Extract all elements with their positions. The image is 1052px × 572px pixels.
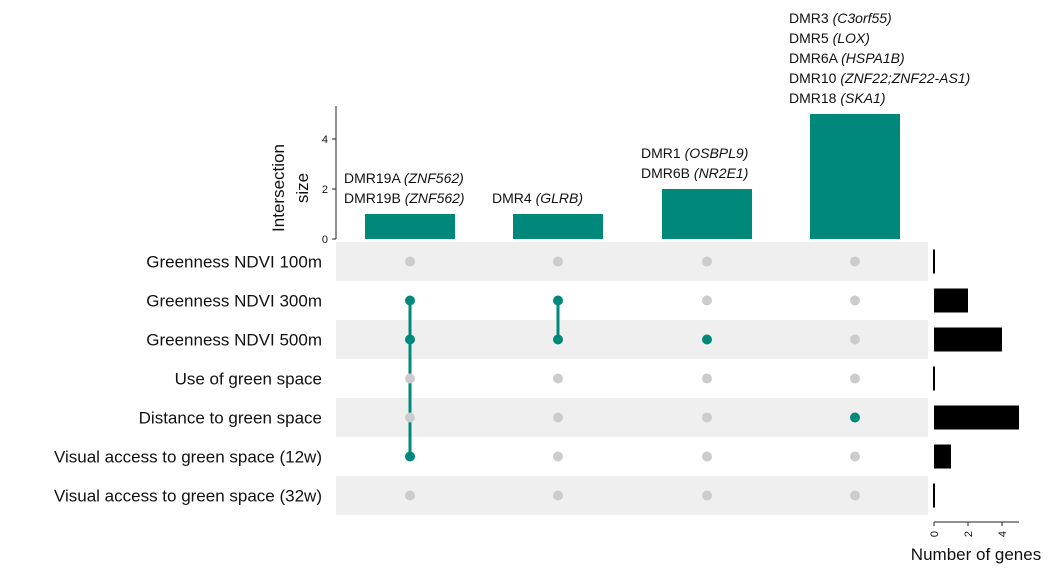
- matrix-dot-active: [553, 334, 563, 345]
- set-size-bar: [934, 444, 951, 469]
- intersection-label: DMR6B (NR2E1): [641, 165, 748, 181]
- matrix-dot-active: [405, 334, 415, 345]
- matrix-dot-active: [553, 295, 563, 306]
- set-label: Greenness NDVI 500m: [146, 331, 322, 350]
- x-tick-label: 0: [929, 531, 941, 537]
- intersection-label: DMR3 (C3orf55): [789, 10, 892, 26]
- matrix-dot-active: [405, 451, 415, 462]
- matrix-dot-inactive: [702, 451, 712, 462]
- matrix-dot-active: [850, 412, 860, 423]
- intersection-label: DMR5 (LOX): [789, 30, 870, 46]
- matrix-dot-inactive: [702, 412, 712, 423]
- set-label: Visual access to green space (12w): [54, 448, 322, 467]
- intersection-bar: [365, 214, 455, 239]
- x-tick-label: 4: [997, 531, 1009, 537]
- set-label: Greenness NDVI 100m: [146, 253, 322, 272]
- set-size-bar: [934, 327, 1002, 352]
- matrix-dot-inactive: [850, 256, 860, 267]
- x-tick-label: 2: [963, 531, 975, 537]
- matrix-dot-inactive: [702, 256, 712, 267]
- set-label: Visual access to green space (32w): [54, 487, 322, 506]
- y-tick-label: 0: [322, 234, 328, 246]
- matrix-row-stripe: [336, 398, 928, 437]
- matrix-dot-inactive: [702, 295, 712, 306]
- matrix-dot-inactive: [553, 256, 563, 267]
- intersection-label: DMR10 (ZNF22;ZNF22-AS1): [789, 70, 970, 86]
- matrix-dot-inactive: [405, 490, 415, 501]
- set-label: Use of green space: [175, 370, 322, 389]
- intersection-label: DMR4 (GLRB): [492, 190, 583, 206]
- matrix-dot-inactive: [405, 373, 415, 384]
- matrix-dot-inactive: [553, 451, 563, 462]
- intersection-label: DMR6A (HSPA1B): [789, 50, 905, 66]
- y-axis-title: Intersection: [269, 144, 288, 232]
- set-label: Greenness NDVI 300m: [146, 292, 322, 311]
- matrix-dot-inactive: [850, 373, 860, 384]
- matrix-dot-inactive: [405, 412, 415, 423]
- matrix-dot-active: [405, 295, 415, 306]
- matrix-dot-inactive: [553, 490, 563, 501]
- matrix-dot-inactive: [702, 490, 712, 501]
- matrix-row-stripe: [336, 242, 928, 281]
- intersection-label: DMR18 (SKA1): [789, 90, 885, 106]
- matrix-dot-inactive: [405, 256, 415, 267]
- matrix-dot-active: [702, 334, 712, 345]
- intersection-label: DMR19B (ZNF562): [344, 190, 465, 206]
- matrix-dot-inactive: [850, 451, 860, 462]
- x-axis-title: Number of genes: [911, 545, 1041, 564]
- set-size-bar: [934, 405, 1019, 430]
- matrix-dot-inactive: [702, 373, 712, 384]
- matrix-row-stripe: [336, 476, 928, 515]
- intersection-bar: [810, 114, 900, 239]
- intersection-label: DMR19A (ZNF562): [344, 170, 464, 186]
- matrix-dot-inactive: [553, 373, 563, 384]
- matrix-dot-inactive: [850, 295, 860, 306]
- y-tick-label: 2: [322, 184, 328, 196]
- set-size-bar: [934, 288, 968, 313]
- intersection-label: DMR1 (OSBPL9): [641, 145, 748, 161]
- set-label: Distance to green space: [139, 409, 322, 428]
- matrix-dot-inactive: [553, 412, 563, 423]
- matrix-dot-inactive: [850, 490, 860, 501]
- matrix-dot-inactive: [850, 334, 860, 345]
- y-axis-title: size: [293, 173, 312, 203]
- intersection-bar: [662, 189, 752, 239]
- intersection-bar: [513, 214, 603, 239]
- y-tick-label: 4: [322, 134, 328, 146]
- matrix-row-stripe: [336, 320, 928, 359]
